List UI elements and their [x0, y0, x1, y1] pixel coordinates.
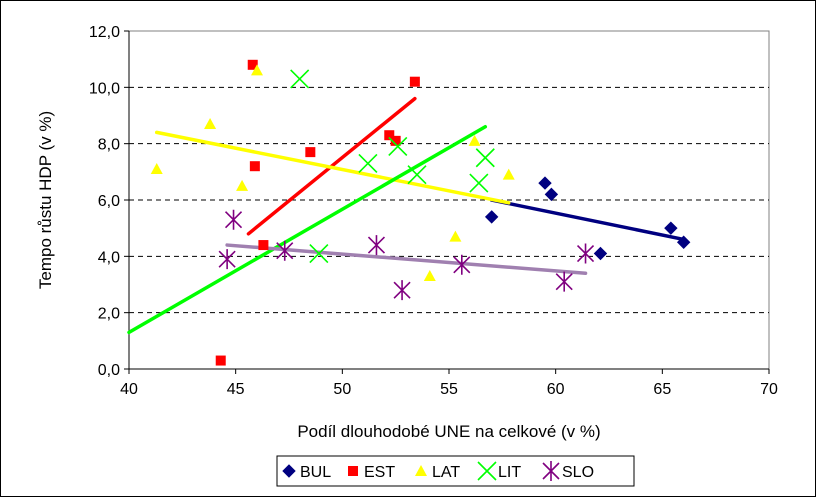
slo-point: [218, 249, 236, 270]
legend-label-lit: LIT: [498, 464, 521, 481]
lit-point: [469, 173, 489, 193]
x-tick-label: 55: [440, 381, 458, 398]
bul-point: [544, 187, 559, 202]
axes: 0,0 2,0 4,0 6,0 8,0 10,0 12,0 40 45 50 55 60 65 70: [89, 24, 778, 398]
lat-trend-line: [154, 130, 511, 205]
lit-trend-line: [127, 125, 488, 335]
slo-point: [555, 271, 573, 292]
legend: BUL EST LAT LIT SLO: [276, 455, 635, 487]
y-tick-label: 0,0: [98, 362, 120, 379]
legend-label-slo: SLO: [562, 464, 594, 481]
y-tick-label: 2,0: [98, 306, 120, 323]
x-tick-label: 60: [547, 381, 565, 398]
x-tick-label: 45: [227, 381, 245, 398]
y-tick-label: 10,0: [89, 80, 120, 97]
x-tick-label: 65: [653, 381, 671, 398]
grid-lines: [129, 86, 769, 314]
y-axis-title: Tempo růstu HDP (v %): [36, 111, 55, 289]
x-tick-label: 70: [760, 381, 778, 398]
slo-point: [367, 235, 386, 256]
y-tick-label: 8,0: [98, 137, 120, 154]
lat-point: [468, 134, 481, 146]
bul-point: [676, 235, 691, 249]
lat-point: [204, 117, 217, 129]
est-point: [249, 161, 260, 172]
legend-marker-lat: [415, 465, 427, 476]
x-tick-label: 50: [333, 381, 351, 398]
lit-point: [475, 148, 495, 168]
x-axis-title: Podíl dlouhodobé UNE na celkové (v %): [297, 422, 600, 441]
y-tick-label: 4,0: [98, 249, 120, 266]
bul-point: [593, 246, 608, 261]
y-tick-label: 6,0: [98, 193, 120, 210]
slo-point: [393, 280, 411, 301]
lat-point: [251, 64, 263, 76]
legend-marker-est: [348, 466, 358, 476]
legend-marker-slo: [542, 461, 560, 481]
lat-point: [150, 163, 163, 175]
trend-lines: [127, 96, 686, 335]
est-point: [409, 76, 420, 87]
lit-point: [407, 165, 427, 185]
y-tick-label: 12,0: [89, 24, 120, 41]
legend-label-bul: BUL: [300, 464, 331, 481]
data-points: [150, 59, 691, 366]
lat-point: [423, 270, 436, 282]
lit-point: [309, 243, 329, 264]
est-point: [384, 130, 395, 141]
slo-point: [276, 240, 294, 261]
legend-label-lat: LAT: [432, 464, 460, 481]
est-point: [258, 240, 269, 251]
slo-point: [224, 209, 243, 230]
bul-trend-line: [489, 198, 686, 242]
legend-marker-bul: [282, 464, 296, 478]
legend-marker-lit: [477, 461, 497, 481]
lat-point: [236, 179, 249, 191]
x-tick-label: 40: [120, 381, 138, 398]
lat-point: [449, 230, 462, 242]
bul-point: [484, 210, 499, 224]
slo-trend-line: [225, 243, 588, 275]
slo-point: [576, 243, 595, 264]
legend-label-est: EST: [364, 464, 395, 481]
lit-point: [290, 69, 310, 89]
legend-box: [276, 455, 635, 487]
est-point: [305, 147, 316, 158]
lit-point: [358, 153, 378, 173]
lit-point: [388, 136, 408, 157]
est-point: [215, 355, 226, 366]
bul-point: [538, 176, 552, 190]
bul-point: [664, 221, 678, 235]
est-point: [390, 135, 401, 146]
slo-point: [453, 254, 471, 275]
est-point: [247, 59, 258, 70]
lat-point: [502, 168, 515, 180]
